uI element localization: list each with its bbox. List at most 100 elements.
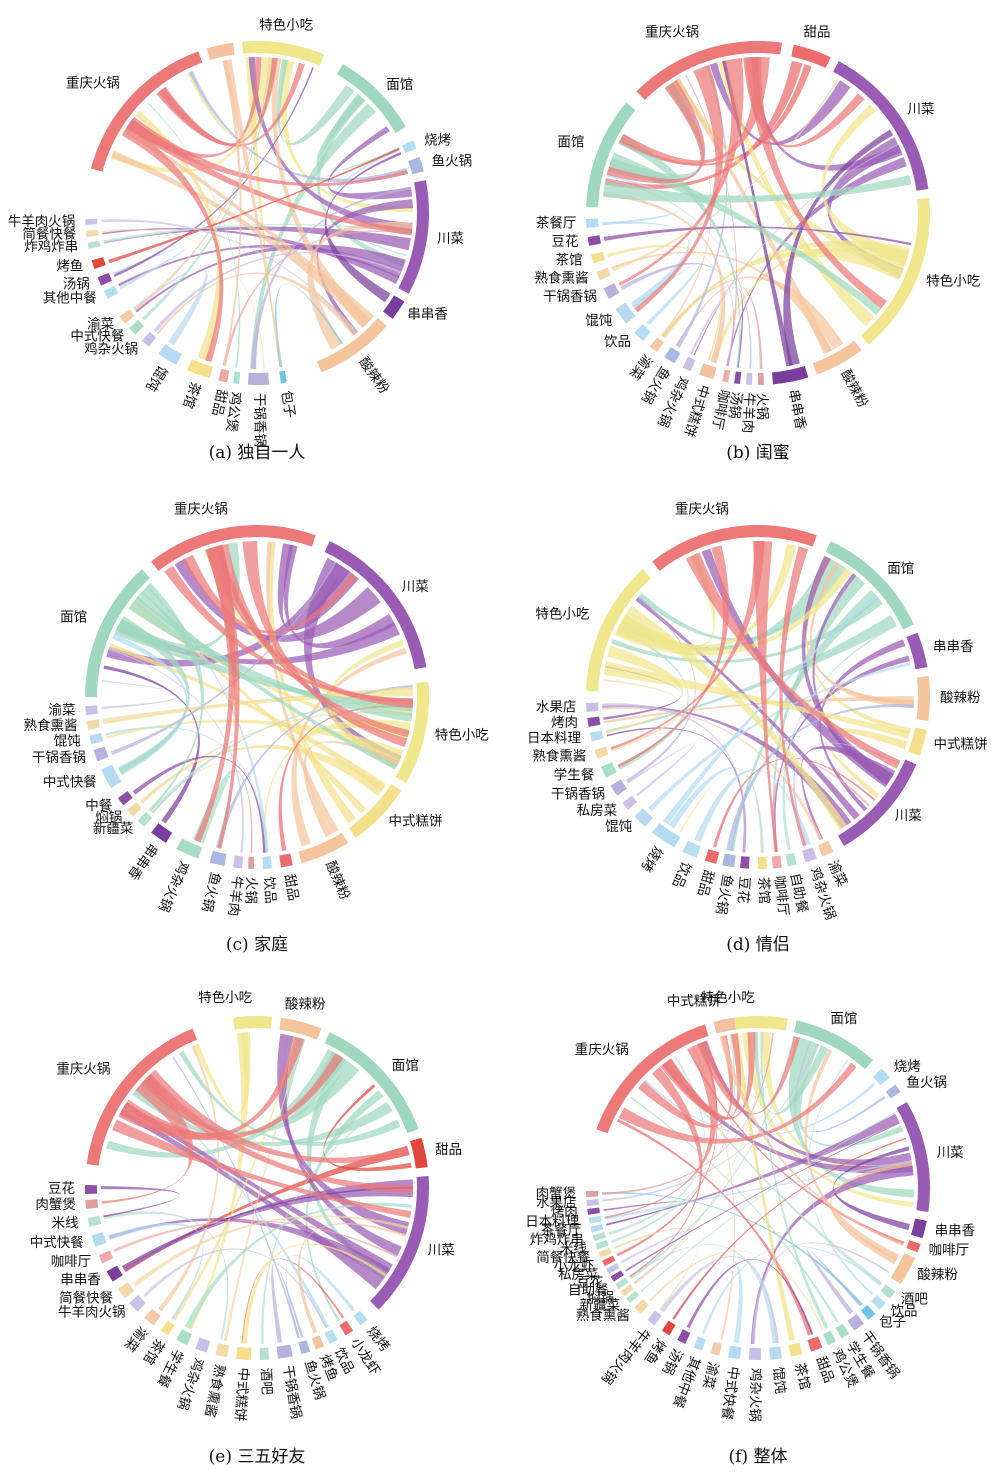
- category-label: 鱼火锅: [712, 873, 736, 916]
- category-arc-band: [85, 229, 99, 237]
- chord-ribbon: [833, 1146, 910, 1231]
- category-label: 川菜: [895, 808, 922, 824]
- category-arc-band: [634, 324, 651, 341]
- category-arc: 中式糕饼: [348, 784, 442, 838]
- category-arc-band: [589, 730, 604, 742]
- category-label: 烤鱼: [56, 258, 83, 275]
- category-arc-band: [187, 359, 213, 379]
- category-label: 饮品: [669, 859, 694, 890]
- category-arc-band: [151, 823, 173, 843]
- category-arc: 熟食熏酱: [23, 717, 100, 734]
- category-arc-band: [610, 1270, 624, 1282]
- category-arc-band: [410, 1137, 428, 1169]
- category-label: 渝菜: [87, 317, 114, 333]
- chord-ribbon: [327, 126, 413, 200]
- category-label: 焖锅: [95, 810, 122, 826]
- category-arc: 鸡杂火锅: [746, 1347, 764, 1422]
- category-arc-band: [262, 856, 272, 869]
- category-arc-band: [647, 1310, 662, 1326]
- category-arc: 炸鸡炸串: [24, 238, 101, 255]
- category-arc-band: [215, 1343, 230, 1358]
- category-arc-band: [713, 1017, 736, 1034]
- category-arc: 烧烤: [402, 133, 451, 154]
- category-arc-band: [106, 1265, 123, 1282]
- chord-ribbon: [783, 129, 894, 366]
- category-arc: 火锅: [242, 856, 259, 904]
- category-arc-band: [103, 285, 119, 299]
- category-label: 特色小吃: [535, 605, 589, 622]
- category-arc: 简餐快餐: [22, 225, 99, 242]
- category-arc-band: [693, 1336, 706, 1351]
- chart-caption: (c) 家庭: [226, 935, 288, 955]
- category-arc: 鱼火锅: [408, 152, 472, 175]
- category-arc: 渝菜: [699, 1341, 723, 1391]
- category-arc-band: [353, 1310, 368, 1326]
- category-label: 肉蟹煲: [35, 1196, 76, 1213]
- category-arc-band: [324, 1329, 338, 1344]
- category-arc: 干锅香锅: [247, 372, 269, 447]
- category-label: 川菜: [907, 101, 934, 117]
- category-arc: 烧烤: [873, 1059, 921, 1086]
- chord-ribbon: [736, 1033, 793, 1341]
- chord-ribbon: [132, 268, 208, 346]
- category-arc: 熟食熏酱: [576, 1299, 649, 1324]
- category-label: 馄饨: [585, 313, 613, 329]
- ribbons: [101, 57, 413, 369]
- category-label: 新疆菜: [93, 821, 134, 837]
- category-label: 中式快餐: [70, 328, 124, 344]
- category-arc: 鱼火锅: [198, 850, 227, 914]
- category-arc-band: [98, 1250, 114, 1264]
- category-arc: 新疆菜: [580, 1290, 640, 1314]
- category-label: 干锅香锅: [251, 393, 267, 447]
- category-label: 鸡杂火锅: [155, 858, 192, 914]
- category-arc-band: [622, 795, 638, 810]
- category-label: 豆花: [734, 876, 752, 904]
- category-arc: 特色小吃: [395, 682, 489, 783]
- category-label: 重庆火锅: [645, 25, 699, 41]
- category-arc-band: [825, 541, 914, 630]
- chord-ribbon: [602, 1043, 818, 1202]
- chord-ribbon: [793, 742, 900, 846]
- category-arc-band: [119, 309, 135, 324]
- category-label: 茶馆: [556, 253, 583, 269]
- chord-ribbon: [661, 248, 906, 337]
- category-label: 汤锅: [725, 391, 744, 420]
- category-label: 酒吧: [257, 1367, 274, 1395]
- category-arc-band: [860, 1305, 876, 1320]
- category-arc: 豆花: [551, 234, 601, 250]
- chord-ribbon: [701, 548, 894, 788]
- category-label: 学生餐: [554, 767, 595, 783]
- category-label: 酸辣粉: [940, 690, 981, 706]
- chart-caption: (f) 整体: [729, 1447, 788, 1467]
- category-label: 特色小吃: [259, 16, 313, 33]
- chord-ribbon: [637, 563, 847, 641]
- category-arc: 鱼火锅: [712, 853, 736, 916]
- category-label: 特色小吃: [926, 272, 980, 289]
- category-label: 面馆: [392, 1058, 419, 1074]
- category-label: 熟食熏酱: [532, 748, 586, 765]
- category-label: 茶餐厅: [536, 215, 577, 231]
- chord-ribbon: [697, 1036, 800, 1115]
- category-label: 牛羊肉火锅: [58, 1305, 126, 1321]
- category-arc: 牛羊肉: [739, 372, 757, 434]
- category-arc: 串串香: [911, 1218, 976, 1239]
- category-arc-band: [87, 240, 101, 249]
- category-label: 馄饨: [54, 734, 81, 750]
- category-arc-band: [259, 1347, 269, 1360]
- category-label: 中式糕饼: [231, 1367, 251, 1422]
- chord-ribbon: [207, 545, 413, 709]
- chord-ribbon: [283, 544, 396, 649]
- category-arc-band: [626, 1290, 640, 1304]
- category-label: 川菜: [937, 1145, 964, 1161]
- category-arc: 面馆: [324, 1032, 419, 1134]
- category-arc: 焖锅: [95, 801, 142, 826]
- category-label: 炸鸡炸串: [530, 1231, 584, 1248]
- category-arc-band: [408, 157, 424, 175]
- category-arc-band: [402, 140, 417, 154]
- category-arc: 串串香: [60, 1265, 123, 1288]
- category-arc-band: [279, 370, 287, 384]
- category-arc-band: [298, 832, 349, 864]
- category-arc: 茶馆: [556, 251, 605, 269]
- category-arc-band: [311, 1335, 325, 1350]
- category-arc-band: [758, 856, 768, 869]
